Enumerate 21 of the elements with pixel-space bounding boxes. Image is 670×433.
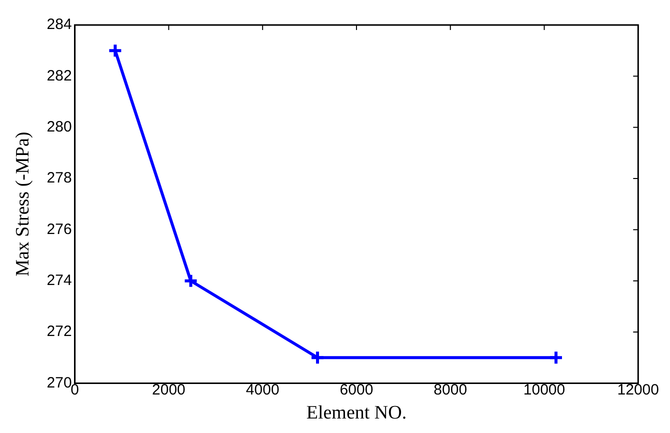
y-tick-label: 278 [46,170,72,187]
y-axis-title: Max Stress (-MPa) [12,132,34,276]
y-tick-label: 270 [46,374,72,392]
x-tick-label: 4000 [246,381,280,398]
point [108,43,123,58]
point [548,350,564,366]
x-tick-label: 6000 [340,381,374,398]
x-axis-title: Element NO. [306,402,407,424]
y-tick-label: 284 [46,16,72,34]
x-tick-label: 10000 [523,381,566,398]
x-tick-label: 2000 [152,381,186,398]
x-tick-label: 0 [70,381,79,398]
y-tick-label: 276 [46,220,72,238]
x-tick-label: 8000 [434,381,468,398]
y-tick-label: 274 [46,272,72,289]
point [183,273,198,288]
y-tick-label: 282 [46,67,72,84]
point [310,350,326,366]
y-tick-label: 280 [46,118,72,136]
x-tick-label: 12000 [617,381,660,398]
y-tick-label: 272 [46,323,72,340]
